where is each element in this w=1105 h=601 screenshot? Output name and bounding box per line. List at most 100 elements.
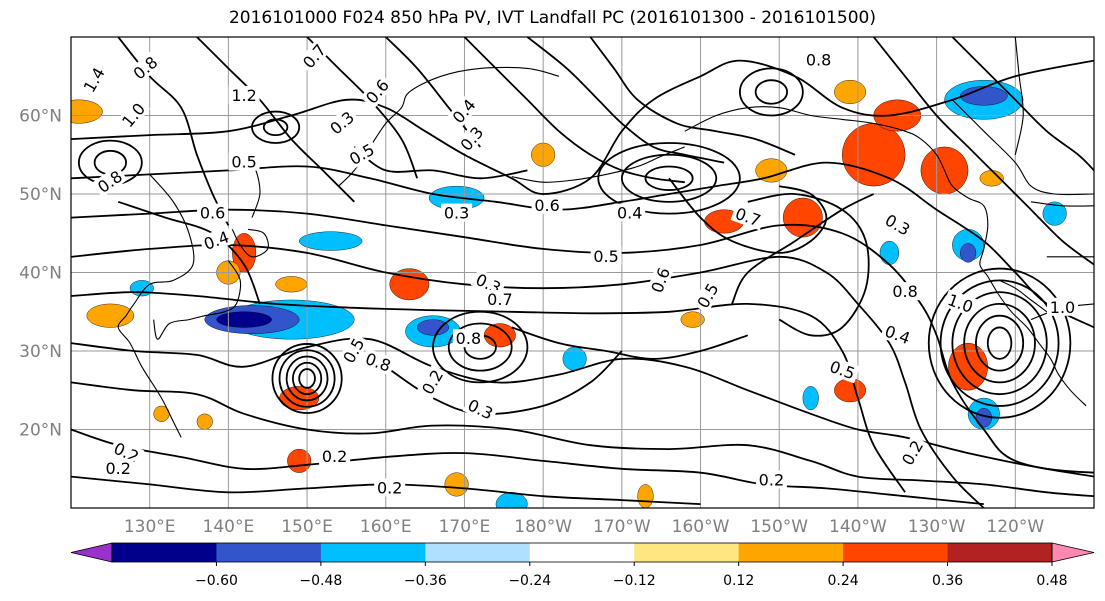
contour-label-bg: [484, 290, 516, 308]
contour-label-bg: [531, 195, 563, 214]
contour-label-bg: [452, 329, 484, 348]
pv-shading-patch: [879, 240, 900, 265]
contour-label-bg: [879, 320, 916, 349]
coastline: [952, 99, 1094, 196]
longitude-label: 120°W: [986, 517, 1044, 537]
coastline: [1030, 201, 1094, 207]
latitude-label: 30°N: [19, 342, 62, 362]
colorbar-tick-label: 0.48: [1036, 573, 1067, 589]
contour-label-text: 0.5: [231, 153, 256, 172]
contour-label-bg: [108, 437, 145, 467]
latitude-labels: 60°N 50°N 40°N 30°N 20°N: [19, 107, 62, 441]
pv-shading-patch: [1042, 201, 1067, 226]
longitude-labels: 130°E 140°E 150°E 160°E 170°E 180°W 170°W 160°W…: [124, 517, 1045, 537]
contour-label: 0.2: [319, 447, 351, 466]
colorbar-swatch: [425, 543, 531, 562]
contour-label: 0.4: [614, 203, 646, 223]
longitude-label: 160°W: [672, 517, 730, 537]
latitude-label: 40°N: [19, 264, 62, 284]
contour-label: 0.2: [374, 478, 406, 497]
ivt-contour-closed: [298, 368, 316, 389]
colorbar: −0.60 −0.48 −0.36 −0.24 −0.12 0.12 0.24 0.36 0.4…: [70, 542, 1095, 589]
pv-shading-patch: [802, 386, 819, 411]
ivt-contour-closed: [939, 279, 1060, 407]
contour-label: 0.2: [755, 470, 787, 490]
contour-label: 0.6: [197, 203, 229, 223]
contour-label-bg: [102, 458, 134, 477]
ivt-contour: [951, 37, 1094, 172]
pv-shading-patch: [834, 79, 866, 104]
contour-label: 0.5: [590, 246, 622, 266]
ivt-contour: [731, 193, 875, 305]
colorbar-extend-min: [70, 542, 113, 563]
contour-label: 0.7: [484, 290, 516, 309]
contour-label-text: 0.2: [105, 459, 130, 478]
pv-shading-patch: [960, 86, 1008, 106]
contour-label-text: 0.5: [593, 247, 618, 266]
ivt-contour: [463, 37, 685, 184]
pv-shading-patch: [417, 319, 449, 336]
pv-shading-patch: [782, 197, 823, 238]
pv-shading-patch: [86, 303, 135, 328]
colorbar-extend-max: [1051, 542, 1095, 563]
pv-shading-patch: [275, 276, 308, 293]
longitude-label: 140°E: [203, 517, 255, 537]
ivt-contour-closed: [292, 361, 323, 396]
latitude-label: 50°N: [19, 185, 62, 205]
pv-shading-patch: [216, 311, 272, 328]
ivt-contour: [526, 37, 725, 164]
ivt-contour: [511, 326, 749, 360]
latitude-label: 60°N: [19, 107, 62, 127]
colorbar-swatch: [320, 543, 426, 562]
contour-label-text: 0.8: [456, 329, 481, 348]
contour-label-bg: [446, 93, 481, 129]
ivt-contour-closed: [738, 67, 804, 117]
pv-shading-patch: [841, 123, 906, 187]
colorbar-tick-label: 0.36: [932, 573, 963, 589]
contour-label-text: 1.0: [1050, 298, 1075, 317]
ivt-contour: [71, 381, 1094, 498]
contour-label: 0.3: [879, 208, 916, 241]
coastline-layer: [117, 37, 1094, 438]
ivt-contour-closed: [644, 165, 694, 191]
contour-label: 1.0: [1047, 297, 1078, 317]
colorbar-tick-label: −0.12: [613, 573, 656, 589]
colorbar-swatch: [634, 543, 740, 562]
contour-label-text: 0.6: [534, 196, 559, 215]
pv-shading-patch: [960, 243, 977, 263]
contour-label-bg: [360, 73, 394, 109]
colorbar-swatch: [738, 543, 844, 562]
pv-shading-patch: [196, 413, 213, 430]
contour-label-bg: [942, 289, 979, 317]
colorbar-swatch: [216, 543, 322, 562]
ivt-contour-closed: [951, 291, 1048, 396]
ivt-contour-closed: [754, 79, 788, 105]
longitude-label: 170°W: [593, 517, 651, 537]
contour-label-bg: [324, 105, 360, 140]
ivt-contour: [668, 177, 828, 254]
ivt-contour-closed: [278, 349, 336, 408]
ivt-contour: [747, 193, 870, 337]
contour-label-bg: [319, 447, 351, 465]
contour-label: 0.5: [228, 152, 260, 172]
contour-label: 0.6: [531, 195, 563, 215]
contour-label-bg: [116, 97, 151, 133]
pv-shading-patch: [389, 268, 430, 301]
longitude-label: 180°W: [514, 517, 572, 537]
ivt-contour-closed: [251, 110, 301, 144]
longitude-label: 140°W: [829, 517, 887, 537]
contour-label-bg: [462, 394, 499, 424]
ivt-contour-closed: [963, 302, 1036, 384]
contour-label-text: 0.2: [322, 447, 347, 466]
contour-label: 0.3: [441, 203, 473, 223]
colorbar-tick-label: −0.60: [195, 573, 238, 589]
ivt-contour: [71, 161, 1094, 329]
colorbar-swatch: [112, 543, 217, 562]
contour-label-text: 0.2: [377, 478, 402, 497]
contour-label-text: 1.2: [231, 86, 256, 105]
contour-label-bg: [691, 277, 724, 314]
contour-label-bg: [889, 282, 921, 301]
contour-label-bg: [879, 208, 916, 241]
longitude-label: 130°W: [908, 517, 966, 537]
